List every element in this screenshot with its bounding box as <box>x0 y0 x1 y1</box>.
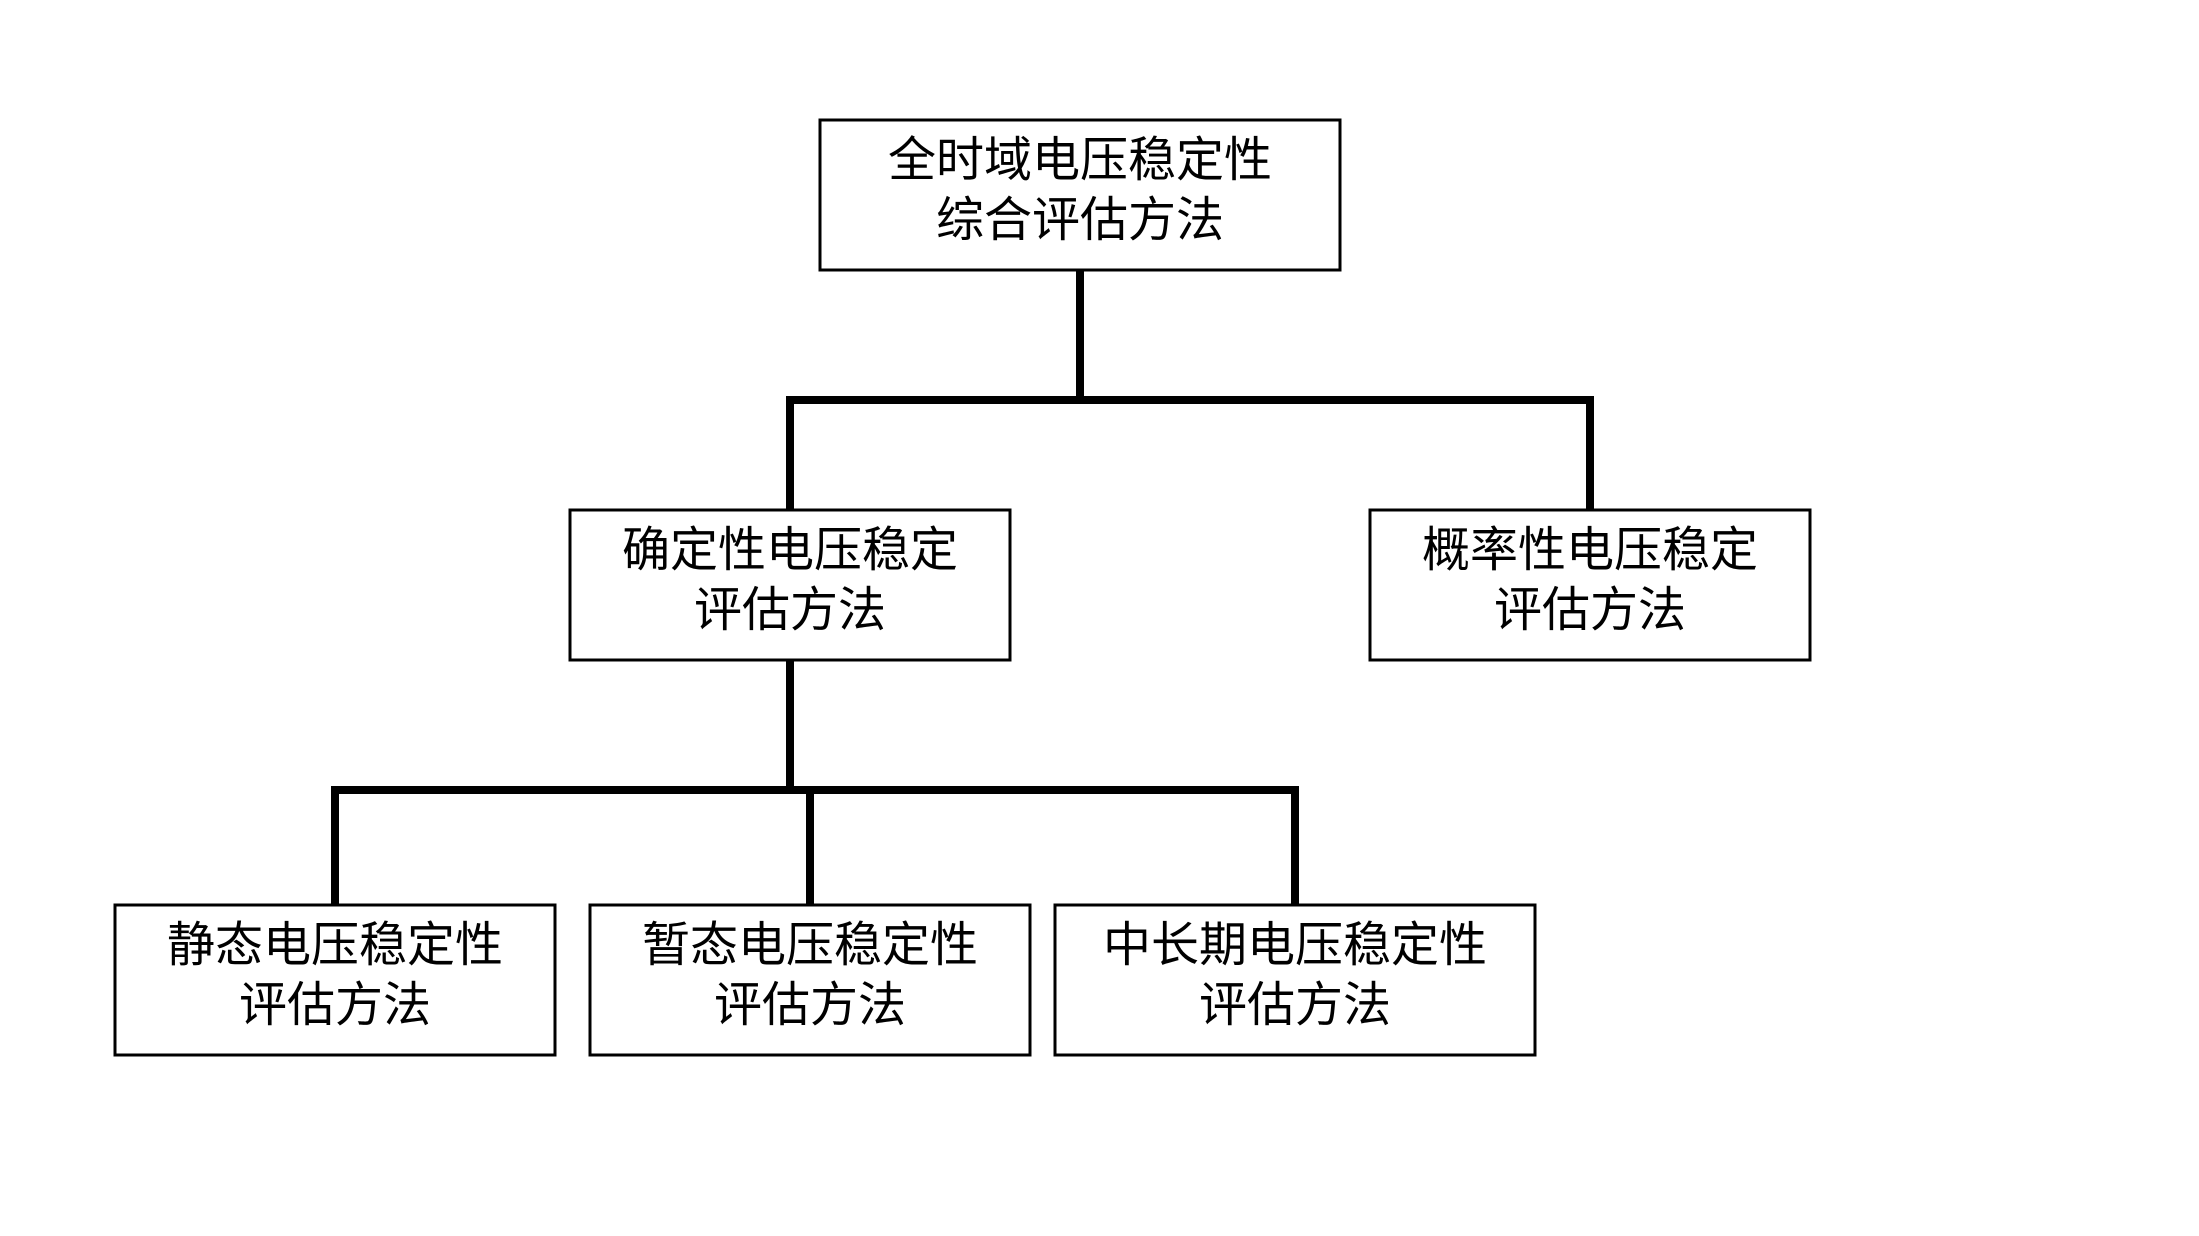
node-static-line-1: 评估方法 <box>239 979 431 1032</box>
node-prob-line-1: 评估方法 <box>1494 584 1686 637</box>
node-trans: 暂态电压稳定性评估方法 <box>590 905 1030 1055</box>
node-prob: 概率性电压稳定评估方法 <box>1370 510 1810 660</box>
node-midlong-line-1: 评估方法 <box>1199 979 1391 1032</box>
node-det: 确定性电压稳定评估方法 <box>570 510 1010 660</box>
node-midlong: 中长期电压稳定性评估方法 <box>1055 905 1535 1055</box>
node-det-line-0: 确定性电压稳定 <box>622 524 958 577</box>
node-trans-line-0: 暂态电压稳定性 <box>642 919 978 972</box>
node-root-line-0: 全时域电压稳定性 <box>888 134 1272 187</box>
node-root: 全时域电压稳定性综合评估方法 <box>820 120 1340 270</box>
node-static-line-0: 静态电压稳定性 <box>167 919 503 972</box>
tree-diagram: 全时域电压稳定性综合评估方法确定性电压稳定评估方法概率性电压稳定评估方法静态电压… <box>0 0 2199 1236</box>
node-prob-line-0: 概率性电压稳定 <box>1422 524 1758 577</box>
node-trans-line-1: 评估方法 <box>714 979 906 1032</box>
edge-group-root <box>790 270 1590 510</box>
node-root-line-1: 综合评估方法 <box>936 194 1224 247</box>
node-midlong-line-0: 中长期电压稳定性 <box>1103 919 1487 972</box>
node-det-line-1: 评估方法 <box>694 584 886 637</box>
node-static: 静态电压稳定性评估方法 <box>115 905 555 1055</box>
edge-group-det <box>335 660 1295 905</box>
